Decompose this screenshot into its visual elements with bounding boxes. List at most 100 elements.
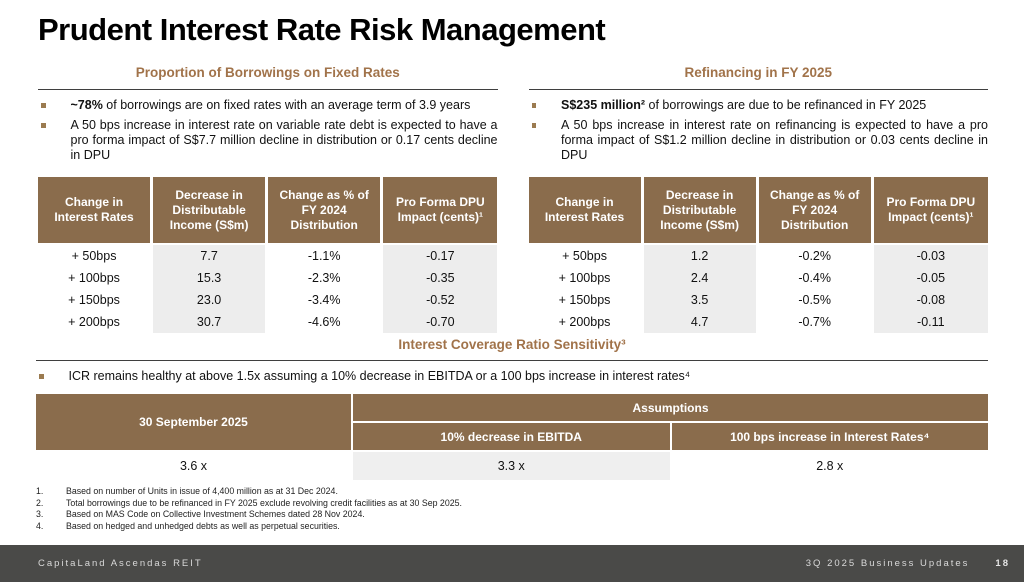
footer-right-group: 3Q 2025 Business Updates 18 — [806, 558, 1010, 569]
bullet-text: A 50 bps increase in interest rate on re… — [561, 118, 988, 162]
bullet-square-icon — [39, 374, 44, 379]
slide-footer: CapitaLand Ascendas REIT 3Q 2025 Busines… — [0, 545, 1024, 582]
bullet-square-icon — [41, 123, 46, 128]
table-cell: -0.05 — [873, 267, 988, 289]
footnote-item: 4. Based on hedged and unhedged debts as… — [36, 521, 988, 533]
header-cell: Change as % of FY 2024 Distribution — [268, 177, 381, 243]
refinancing-sensitivity-table: Change in Interest Rates Decrease in Dis… — [528, 177, 989, 333]
table-cell: + 200bps — [558, 315, 611, 329]
bullet-square-icon — [41, 103, 46, 108]
table-cell: -0.35 — [383, 267, 498, 289]
table-cell: + 100bps — [558, 271, 611, 285]
bullet-text: ICR remains healthy at above 1.5x assumi… — [68, 369, 691, 383]
icr-assumptions-header-cell: Assumptions — [353, 394, 988, 421]
table-cell: -4.6% — [307, 315, 341, 329]
table-cell: + 200bps — [68, 315, 120, 329]
table-cell: + 150bps — [68, 293, 120, 307]
table-cell: 1.2 — [643, 245, 756, 267]
footnotes: 1. Based on number of Units in issue of … — [36, 486, 988, 532]
bullet-item: S$235 million² of borrowings are due to … — [529, 98, 989, 113]
table-cell: 4.7 — [643, 311, 756, 333]
table-cell: 30.7 — [153, 311, 266, 333]
bullet-rest-text: of borrowings are on fixed rates with an… — [102, 98, 471, 112]
bullet-text: A 50 bps increase in interest rate on va… — [70, 118, 498, 162]
divider — [36, 360, 988, 361]
table-cell: -2.3% — [307, 271, 341, 285]
footnote-text: Total borrowings due to be refinanced in… — [66, 497, 462, 508]
bullet-rest-text: of borrowings are due to be refinanced i… — [645, 98, 927, 112]
bullet-square-icon — [531, 123, 536, 128]
table-header-row: Change in Interest Rates Decrease in Dis… — [528, 177, 989, 243]
footnote-number: 3. — [36, 509, 44, 519]
table-body: + 50bps 7.7 -1.1% -0.17 + 100bps 15.3 -2… — [38, 245, 498, 333]
table-cell: + 100bps — [68, 271, 120, 285]
icr-ebitda-header-cell: 10% decrease in EBITDA — [353, 423, 670, 450]
icr-value-cell: 2.8 x — [816, 459, 844, 473]
bullet-text: ~78% of borrowings are on fixed rates wi… — [59, 98, 498, 113]
bullet-text: S$235 million² of borrowings are due to … — [549, 98, 988, 113]
footnote-text: Based on number of Units in issue of 4,4… — [66, 486, 338, 496]
icr-value-cell: 3.3 x — [353, 452, 670, 480]
header-cell: Change as % of FY 2024 Distribution — [758, 177, 871, 243]
refinancing-bullets: S$235 million² of borrowings are due to … — [529, 98, 989, 168]
header-cell: Pro Forma DPU Impact (cents)¹ — [873, 177, 988, 243]
table-cell: + 50bps — [562, 249, 607, 263]
bullet-item: A 50 bps increase in interest rate on va… — [38, 118, 498, 163]
table-cell: -0.70 — [383, 311, 498, 333]
bullet-item: A 50 bps increase in interest rate on re… — [529, 118, 988, 163]
table-cell: -0.03 — [873, 245, 988, 267]
table-cell: -3.4% — [307, 293, 341, 307]
header-cell: Decrease in Distributable Income (S$m) — [153, 177, 266, 243]
table-cell: 23.0 — [153, 289, 266, 311]
divider — [528, 89, 988, 90]
footnote-item: 2. Total borrowings due to be refinanced… — [36, 498, 988, 510]
table-cell: -1.1% — [307, 249, 341, 263]
divider — [38, 89, 498, 90]
table-cell: -0.5% — [798, 293, 831, 307]
footnote-number: 1. — [36, 486, 44, 496]
section-fixed-rates: Proportion of Borrowings on Fixed Rates … — [38, 58, 498, 333]
icr-value-cell: 3.6 x — [179, 459, 208, 473]
header-cell: Change in Interest Rates — [528, 177, 641, 243]
table-cell: 2.4 — [643, 267, 756, 289]
table-cell: -0.2% — [798, 249, 831, 263]
table-cell: 7.7 — [153, 245, 266, 267]
icr-table: 30 September 2025 Assumptions 10% decrea… — [36, 394, 988, 480]
table-cell: -0.08 — [873, 289, 988, 311]
bullet-item: ~78% of borrowings are on fixed rates wi… — [38, 98, 498, 113]
footnote-text: Based on hedged and unhedged debts as we… — [66, 520, 340, 531]
table-header-row: Change in Interest Rates Decrease in Dis… — [38, 177, 498, 243]
header-cell: Change in Interest Rates — [38, 177, 151, 243]
two-column-layout: Proportion of Borrowings on Fixed Rates … — [38, 58, 988, 333]
table-cell: -0.11 — [873, 311, 988, 333]
fixed-rates-sensitivity-table: Change in Interest Rates Decrease in Dis… — [38, 177, 498, 333]
bullet-bold-text: ~78% — [70, 98, 103, 112]
page-title: Prudent Interest Rate Risk Management — [38, 12, 606, 47]
footnote-item: 3. Based on MAS Code on Collective Inves… — [36, 509, 988, 521]
fixed-rates-bullets: ~78% of borrowings are on fixed rates wi… — [38, 98, 498, 168]
header-cell: Pro Forma DPU Impact (cents)¹ — [383, 177, 498, 243]
table-cell: -0.17 — [383, 245, 498, 267]
bullet-square-icon — [531, 103, 536, 108]
table-cell: -0.4% — [798, 271, 831, 285]
icr-date-header-cell: 30 September 2025 — [36, 394, 351, 450]
footnote-item: 1. Based on number of Units in issue of … — [36, 486, 988, 498]
table-cell: 3.5 — [643, 289, 756, 311]
table-cell: -0.52 — [383, 289, 498, 311]
table-cell: 15.3 — [153, 267, 266, 289]
table-body: + 50bps 1.2 -0.2% -0.03 + 100bps 2.4 -0.… — [529, 245, 989, 333]
section-refinancing: Refinancing in FY 2025 S$235 million² of… — [528, 58, 989, 333]
footnote-number: 2. — [36, 497, 44, 508]
icr-heading: Interest Coverage Ratio Sensitivity³ — [398, 337, 626, 352]
footnote-number: 4. — [36, 520, 44, 531]
bullet-item: ICR remains healthy at above 1.5x assumi… — [36, 369, 988, 384]
table-cell: -0.7% — [798, 315, 831, 329]
table-cell: + 150bps — [558, 293, 611, 307]
footer-page-number: 18 — [995, 558, 1010, 569]
refinancing-heading: Refinancing in FY 2025 — [684, 65, 833, 80]
footnote-text: Based on MAS Code on Collective Investme… — [66, 509, 365, 519]
header-cell: Decrease in Distributable Income (S$m) — [643, 177, 756, 243]
footer-presentation-title: 3Q 2025 Business Updates — [805, 558, 970, 569]
bullet-bold-text: S$235 million² — [561, 98, 646, 112]
